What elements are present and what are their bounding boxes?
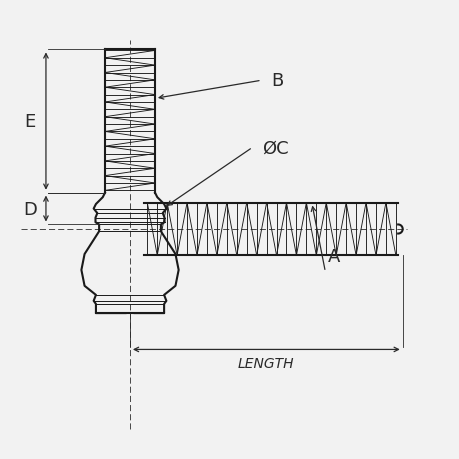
Text: A: A [327, 248, 339, 266]
Text: LENGTH: LENGTH [238, 356, 294, 370]
Text: D: D [23, 200, 37, 218]
Text: ØC: ØC [261, 139, 288, 157]
Text: B: B [270, 72, 283, 90]
Text: E: E [24, 113, 36, 131]
